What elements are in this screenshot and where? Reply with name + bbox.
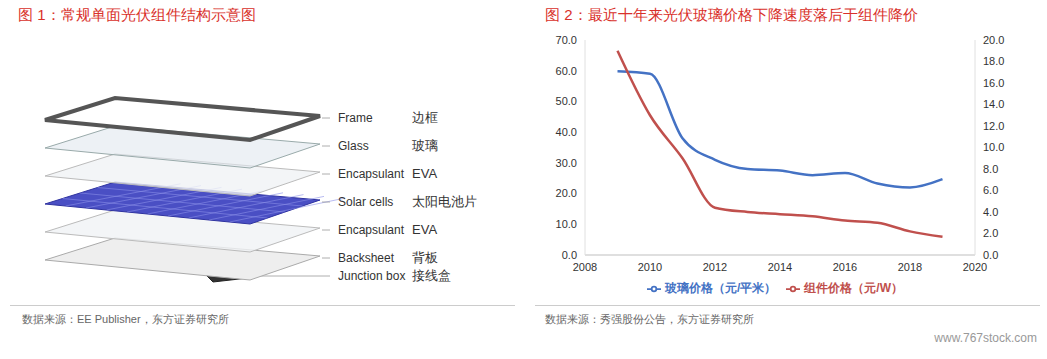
svg-text:太阳电池片: 太阳电池片 xyxy=(412,194,477,209)
svg-text:30.0: 30.0 xyxy=(556,157,577,169)
svg-text:背板: 背板 xyxy=(412,250,438,265)
svg-text:70.0: 70.0 xyxy=(556,34,577,46)
html-text:图 1：常规单面光伏组件结构示意图: 图 1：常规单面光伏组件结构示意图 xyxy=(18,6,256,23)
svg-text:EVA: EVA xyxy=(412,166,437,181)
html-text:www.767stock.com: www.767stock.com xyxy=(934,331,1037,345)
svg-text:接线盒: 接线盒 xyxy=(412,268,451,283)
svg-text:12.0: 12.0 xyxy=(983,120,1004,132)
svg-text:10.0: 10.0 xyxy=(556,218,577,230)
html-text:组件价格（元/W）: 组件价格（元/W） xyxy=(804,281,903,295)
svg-text:16.0: 16.0 xyxy=(983,77,1004,89)
html-text:数据来源：秀强股份公告，东方证券研究所: 数据来源：秀强股份公告，东方证券研究所 xyxy=(545,313,754,325)
svg-text:0.0: 0.0 xyxy=(562,249,577,261)
svg-text:2016: 2016 xyxy=(833,261,857,273)
svg-text:2020: 2020 xyxy=(963,261,987,273)
svg-text:2014: 2014 xyxy=(768,261,792,273)
svg-text:2008: 2008 xyxy=(573,261,597,273)
svg-text:Encapsulant: Encapsulant xyxy=(338,167,405,181)
svg-text:玻璃: 玻璃 xyxy=(412,138,438,153)
svg-text:40.0: 40.0 xyxy=(556,126,577,138)
svg-text:Backsheet: Backsheet xyxy=(338,251,395,265)
svg-text:10.0: 10.0 xyxy=(983,141,1004,153)
svg-text:2012: 2012 xyxy=(703,261,727,273)
svg-text:Glass: Glass xyxy=(338,139,369,153)
svg-text:2.0: 2.0 xyxy=(983,227,998,239)
svg-text:Junction box: Junction box xyxy=(338,269,405,283)
svg-text:20.0: 20.0 xyxy=(983,34,1004,46)
svg-text:60.0: 60.0 xyxy=(556,65,577,77)
svg-text:50.0: 50.0 xyxy=(556,95,577,107)
svg-text:Encapsulant: Encapsulant xyxy=(338,223,405,237)
svg-text:EVA: EVA xyxy=(412,222,437,237)
html-text:图 2：最近十年来光伏玻璃价格下降速度落后于组件降价: 图 2：最近十年来光伏玻璃价格下降速度落后于组件降价 xyxy=(545,6,918,23)
html-text:玻璃价格（元/平米）: 玻璃价格（元/平米） xyxy=(665,281,777,295)
svg-text:2018: 2018 xyxy=(898,261,922,273)
svg-text:边框: 边框 xyxy=(412,110,438,125)
svg-text:Frame: Frame xyxy=(338,111,373,125)
svg-text:6.0: 6.0 xyxy=(983,184,998,196)
svg-text:14.0: 14.0 xyxy=(983,98,1004,110)
svg-text:0.0: 0.0 xyxy=(983,249,998,261)
html-text:数据来源：EE Publisher，东方证券研究所: 数据来源：EE Publisher，东方证券研究所 xyxy=(22,313,229,325)
svg-text:2010: 2010 xyxy=(638,261,662,273)
svg-text:20.0: 20.0 xyxy=(556,187,577,199)
svg-text:Solar cells: Solar cells xyxy=(338,195,393,209)
svg-text:18.0: 18.0 xyxy=(983,55,1004,67)
svg-text:4.0: 4.0 xyxy=(983,206,998,218)
svg-text:8.0: 8.0 xyxy=(983,163,998,175)
